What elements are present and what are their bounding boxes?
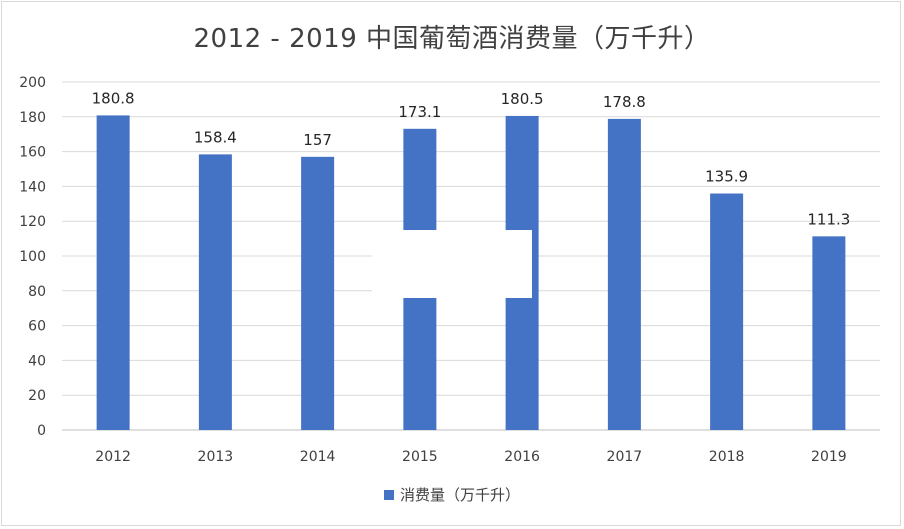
data-labels: 180.8 158.4 157 173.1 180.5 178.8 135.9 111.3	[92, 89, 851, 228]
x-axis-ticks: 2012 2013 2014 2015 2016 2017 2018 2019	[95, 449, 846, 465]
data-label: 158.4	[194, 128, 237, 146]
x-tick-label: 2013	[198, 449, 234, 465]
y-tick-label: 80	[28, 284, 46, 300]
chart-title: 2012 - 2019 中国葡萄酒消费量（万千升）	[193, 24, 711, 54]
data-label: 135.9	[705, 168, 748, 186]
data-label: 180.5	[501, 90, 544, 108]
y-tick-label: 180	[19, 110, 46, 126]
legend: 消费量（万千升）	[0, 484, 904, 505]
y-tick-label: 120	[19, 214, 46, 230]
x-tick-label: 2015	[402, 449, 438, 465]
bar	[812, 236, 846, 430]
bar	[710, 193, 744, 430]
x-tick-label: 2019	[811, 449, 847, 465]
y-axis-ticks: 0 20 40 60 80 100 120 140 160 180 200	[19, 75, 46, 439]
y-tick-label: 140	[19, 179, 46, 195]
y-tick-label: 0	[37, 423, 46, 439]
x-tick-label: 2017	[607, 449, 643, 465]
y-tick-label: 100	[19, 249, 46, 265]
x-tick-label: 2014	[300, 449, 336, 465]
watermark-patch	[372, 230, 532, 298]
y-tick-label: 20	[28, 388, 46, 404]
bar	[198, 154, 232, 430]
data-label: 180.8	[92, 89, 135, 107]
y-tick-label: 60	[28, 319, 46, 335]
legend-label: 消费量（万千升）	[399, 486, 520, 504]
x-tick-label: 2016	[504, 449, 540, 465]
x-tick-label: 2012	[95, 449, 131, 465]
x-tick-label: 2018	[709, 449, 745, 465]
y-tick-label: 160	[19, 145, 46, 161]
data-label: 111.3	[807, 210, 850, 228]
y-tick-label: 200	[19, 75, 46, 91]
legend-swatch	[383, 490, 394, 500]
bar	[301, 156, 335, 430]
data-label: 178.8	[603, 93, 646, 111]
data-label: 157	[303, 131, 332, 149]
y-tick-label: 40	[28, 353, 46, 369]
data-label: 173.1	[398, 103, 441, 121]
bar	[607, 118, 641, 430]
bar	[96, 115, 130, 431]
